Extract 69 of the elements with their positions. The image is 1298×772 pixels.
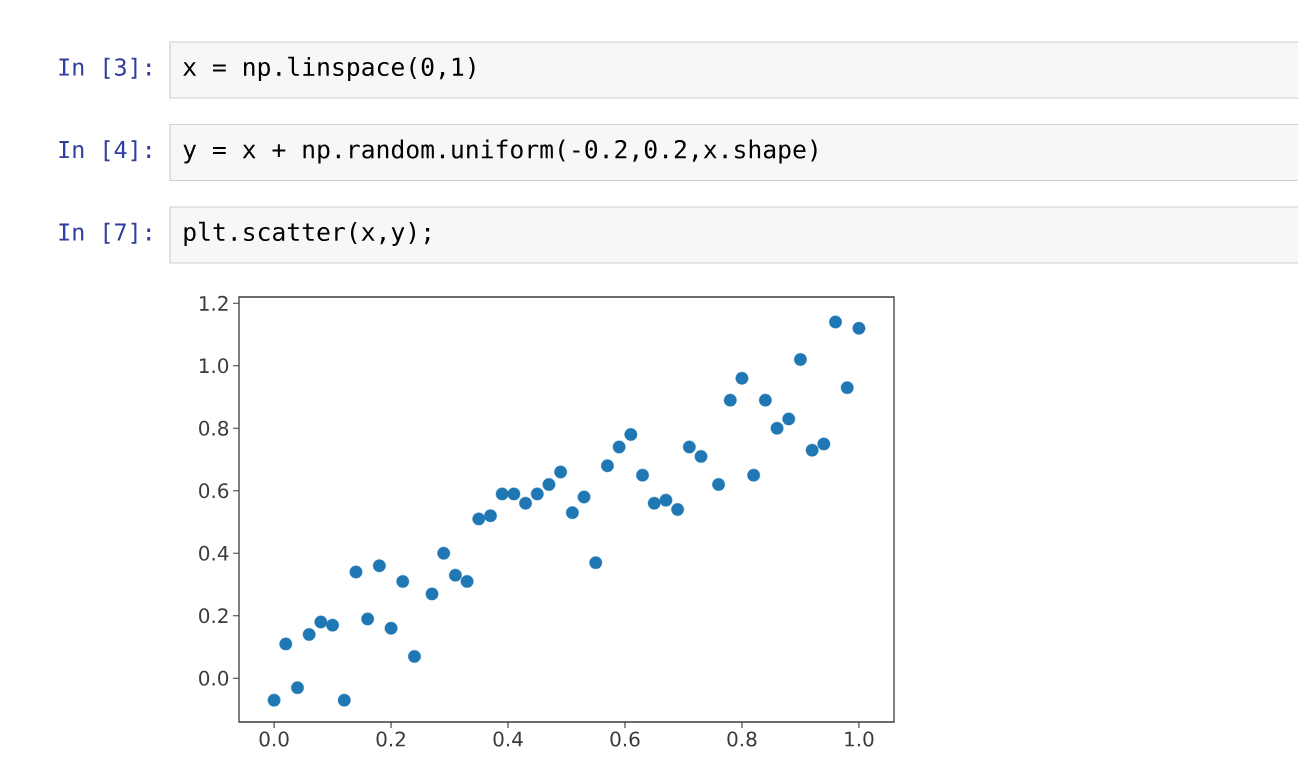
point — [495, 487, 509, 501]
text: y = x + np.random.uniform(-0.2,0.2,x.shape) — [183, 139, 817, 164]
point — [659, 493, 673, 507]
text: x = np.linspace(0,1) — [183, 56, 475, 81]
text: In [3]: — [59, 57, 151, 79]
text: In [4]: — [59, 140, 151, 162]
point — [612, 440, 626, 454]
y-tick-label: 1.0 — [199, 358, 229, 374]
y-tick-label: 0.8 — [199, 420, 229, 436]
point — [337, 693, 351, 707]
point — [647, 496, 661, 510]
point — [542, 478, 556, 491]
point — [747, 468, 761, 482]
point — [554, 465, 568, 479]
point — [565, 506, 579, 520]
x-tick-label: 0.8 — [727, 731, 757, 747]
point — [682, 440, 696, 454]
text: In [7]: — [59, 222, 151, 244]
y-tick-label: 0.6 — [199, 483, 229, 499]
x-tick-label: 0.2 — [376, 731, 405, 747]
point — [829, 315, 842, 329]
point — [794, 353, 807, 366]
point — [484, 509, 497, 523]
point — [852, 321, 866, 335]
point — [314, 615, 328, 629]
y-tick-label: 0.0 — [199, 670, 229, 686]
point — [805, 443, 819, 457]
point — [326, 618, 339, 632]
point — [408, 649, 421, 663]
point — [671, 503, 685, 516]
point — [770, 421, 784, 435]
point — [384, 621, 398, 635]
y-tick-label: 0.2 — [199, 608, 228, 624]
point — [723, 393, 737, 407]
point — [396, 574, 410, 588]
point — [302, 628, 316, 641]
point — [694, 449, 708, 463]
point — [361, 612, 375, 626]
point — [712, 478, 725, 491]
point — [840, 381, 854, 395]
point — [507, 487, 521, 501]
x-tick-label: 1.0 — [845, 731, 874, 747]
x-tick-label: 0.6 — [610, 731, 640, 747]
point — [472, 512, 486, 526]
point — [624, 428, 638, 441]
y-tick-label: 1.2 — [199, 295, 228, 311]
point — [782, 412, 796, 426]
point — [372, 559, 386, 573]
point — [735, 371, 749, 385]
point — [267, 693, 281, 707]
point — [425, 587, 439, 601]
point — [636, 468, 649, 482]
point — [279, 637, 293, 651]
text: plt.scatter(x,y); — [184, 221, 430, 246]
point — [601, 459, 614, 473]
point — [530, 487, 544, 501]
point — [448, 568, 462, 582]
point — [460, 574, 474, 588]
point — [437, 546, 451, 560]
x-tick-label: 0.4 — [493, 731, 523, 747]
point — [589, 556, 603, 570]
x-tick-label: 0.0 — [259, 731, 289, 747]
y-tick-label: 0.4 — [199, 545, 229, 561]
point — [291, 681, 304, 695]
point — [577, 490, 591, 504]
point — [349, 565, 363, 579]
point — [817, 437, 831, 451]
point — [519, 496, 532, 510]
point — [758, 393, 772, 407]
